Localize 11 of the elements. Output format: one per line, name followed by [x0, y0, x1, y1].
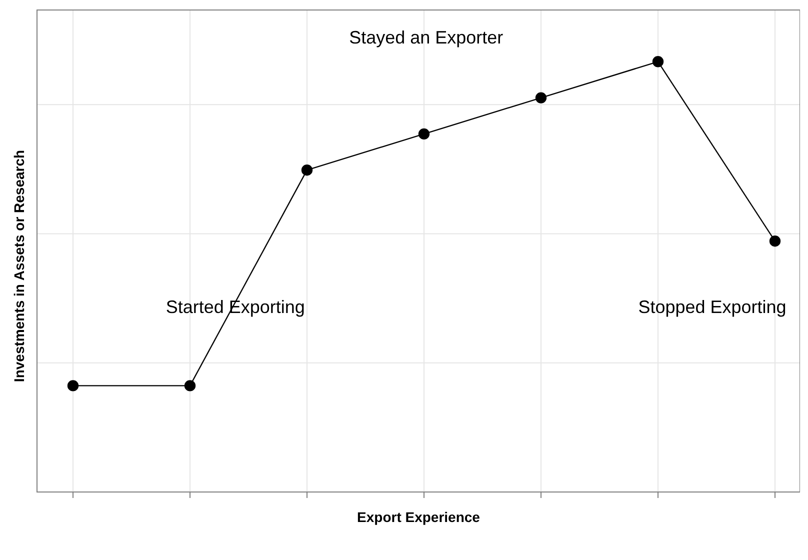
x-axis-title: Export Experience — [357, 509, 480, 525]
point — [184, 380, 196, 392]
point — [418, 128, 430, 140]
point — [67, 380, 79, 392]
text: Stayed an Exporter — [349, 27, 504, 48]
point — [535, 92, 547, 104]
y-axis-title: Investments in Assets or Research — [11, 150, 27, 382]
point — [652, 56, 664, 68]
annotation: Stopped Exporting — [638, 297, 786, 318]
point — [301, 164, 313, 176]
point — [769, 236, 781, 247]
